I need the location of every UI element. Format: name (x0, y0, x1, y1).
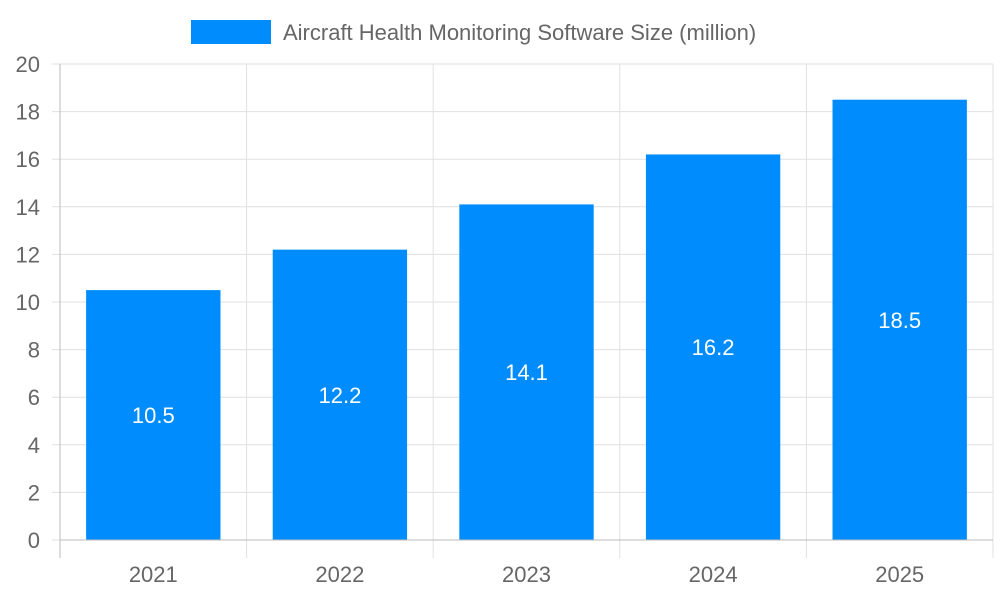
legend-label: Aircraft Health Monitoring Software Size… (283, 20, 756, 45)
bar-2021 (86, 290, 221, 540)
y-tick-label: 18 (16, 100, 40, 125)
x-tick-label: 2024 (689, 562, 738, 587)
y-tick-label: 20 (16, 52, 40, 77)
data-label: 12.2 (318, 383, 361, 408)
legend[interactable]: Aircraft Health Monitoring Software Size… (191, 20, 756, 45)
y-tick-label: 8 (28, 338, 40, 363)
x-tick-label: 2025 (875, 562, 924, 587)
y-tick-label: 12 (16, 242, 40, 267)
x-tick-label: 2022 (315, 562, 364, 587)
y-tick-label: 16 (16, 147, 40, 172)
bar-2022 (272, 249, 408, 540)
y-tick-label: 4 (28, 433, 40, 458)
legend-swatch (191, 20, 271, 44)
x-tick-label: 2021 (129, 562, 178, 587)
y-tick-label: 0 (28, 528, 40, 553)
data-label: 14.1 (505, 360, 548, 385)
data-label: 10.5 (132, 403, 175, 428)
y-tick-label: 6 (28, 385, 40, 410)
data-label: 18.5 (878, 308, 921, 333)
bar-2023 (459, 204, 594, 541)
bar-2024 (645, 154, 781, 540)
y-tick-label: 10 (16, 290, 40, 315)
y-tick-label: 14 (16, 195, 40, 220)
x-tick-label: 2023 (502, 562, 551, 587)
bar-2025 (832, 99, 967, 540)
axes: 0 2 4 6 8 10 12 14 16 18 20 2021 2022 2023 2024 2025 (16, 52, 993, 587)
y-tick-label: 2 (28, 480, 40, 505)
bars: 10.5 12.2 14.1 16.2 18.5 (86, 99, 967, 541)
data-label: 16.2 (692, 335, 735, 360)
